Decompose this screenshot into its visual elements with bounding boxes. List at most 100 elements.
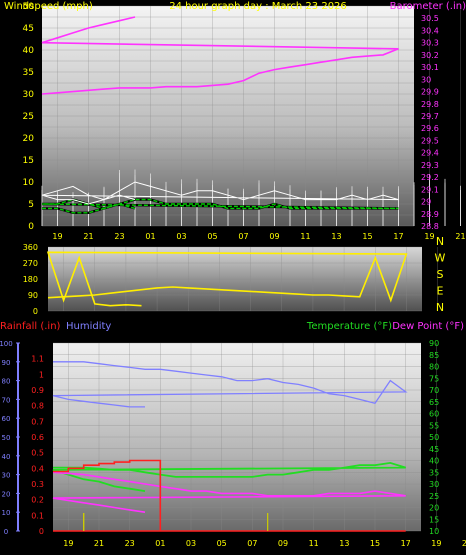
humidity-axis-title: Humidity [66, 321, 111, 332]
temperature-axis-title: Temperature (°F) [306, 321, 392, 332]
direction-compass-label: E [437, 285, 444, 298]
barometer-y-tick-label: 30.1 [421, 63, 439, 72]
rainfall-y-tick-label: 0.8 [31, 402, 44, 411]
wind-x-tick-label: 07 [238, 232, 248, 241]
temperature-y-tick-label: 55 [429, 421, 439, 430]
rainfall-y-tick-label: 1.1 [31, 355, 44, 364]
temperature-y-tick-label: 30 [429, 480, 439, 489]
wind-y-tick-label: 0 [28, 222, 34, 232]
direction-y-tick-label: 180 [23, 275, 38, 284]
barometer-y-tick-label: 30.5 [421, 14, 439, 23]
barometer-line [41, 16, 399, 95]
rainfall-y-tick-label: 0.4 [31, 464, 44, 473]
chart-title: 24 hour graph day : March 23 2026 [169, 1, 347, 12]
wind-x-tick-label: 11 [300, 232, 310, 241]
direction-compass-label: N [436, 301, 444, 314]
barometer-y-tick-label: 29.1 [421, 185, 439, 194]
rainfall-y-tick-label: 0.2 [31, 496, 44, 505]
temperature-y-tick-label: 45 [429, 445, 439, 454]
temperature-y-tick-label: 85 [429, 351, 439, 360]
rain-x-tick-label: 11 [309, 539, 319, 548]
temperature-y-tick-label: 40 [429, 457, 439, 466]
dewpoint-line [52, 471, 406, 513]
humidity-y-tick-label: 0 [4, 528, 8, 536]
rainfall-axis-title: Rainfall (.in) [0, 321, 61, 332]
wind-axis-title: Windspeed (mph) [4, 1, 93, 12]
humidity-y-tick-label: 30 [2, 472, 11, 480]
rainfall-y-tick-label: 0.7 [31, 417, 44, 426]
rainfall-y-tick-label: 0.5 [31, 449, 44, 458]
temperature-y-tick-label: 50 [429, 433, 439, 442]
direction-compass-label: S [437, 268, 444, 281]
temperature-y-tick-label: 75 [429, 374, 439, 383]
wind-x-tick-label: 03 [176, 232, 186, 241]
temperature-y-tick-label: 25 [429, 492, 439, 501]
wind-y-tick-label: 45 [23, 24, 34, 34]
wind-y-tick-label: 5 [28, 200, 34, 210]
barometer-y-tick-label: 28.8 [421, 222, 439, 231]
wind-x-tick-label: 21 [83, 232, 93, 241]
rainfall-y-tick-label: 1 [39, 370, 44, 379]
humidity-y-tick-label: 20 [2, 490, 11, 498]
wind-x-tick-label: 19 [424, 232, 434, 241]
rain-x-tick-label: 01 [155, 539, 165, 548]
humidity-y-tick-label: 50 [2, 434, 11, 442]
temperature-y-tick-label: 60 [429, 410, 439, 419]
temperature-y-tick-label: 65 [429, 398, 439, 407]
wind-x-tick-label: 13 [331, 232, 341, 241]
rainfall-line [53, 459, 406, 532]
wind-direction-line [46, 251, 408, 307]
rainfall-y-tick-label: 0.1 [31, 511, 44, 520]
wind-x-tick-label: 17 [393, 232, 403, 241]
barometer-y-tick-label: 29.6 [421, 124, 439, 133]
direction-y-tick-label: 360 [23, 243, 38, 252]
rain-x-tick-label: 15 [370, 539, 380, 548]
temperature-y-tick-label: 90 [429, 339, 439, 348]
direction-compass-label: N [436, 235, 444, 248]
barometer-y-tick-label: 30 [421, 75, 431, 84]
direction-y-tick-label: 270 [23, 259, 38, 268]
temperature-line [52, 461, 406, 492]
barometer-y-tick-label: 29.4 [421, 149, 439, 158]
dewpoint-axis-title: Dew Point (°F) [392, 321, 464, 332]
wind-x-tick-label: 09 [269, 232, 279, 241]
wind-y-tick-label: 30 [23, 90, 35, 100]
temperature-y-tick-label: 35 [429, 468, 439, 477]
direction-y-tick-label: 90 [28, 291, 38, 300]
direction-compass-label: W [435, 252, 446, 265]
rain-x-tick-label: 23 [125, 539, 135, 548]
humidity-y-tick-label: 40 [2, 453, 11, 461]
wind-y-tick-label: 10 [23, 178, 35, 188]
barometer-y-tick-label: 29.9 [421, 88, 439, 97]
wind-y-tick-label: 35 [23, 68, 34, 78]
barometer-y-tick-label: 29.7 [421, 112, 439, 121]
wind-x-tick-label: 23 [114, 232, 124, 241]
rain-x-tick-label: 05 [217, 539, 227, 548]
rain-x-tick-label: 21 [94, 539, 104, 548]
rain-x-tick-label: 07 [247, 539, 257, 548]
barometer-y-tick-label: 29.8 [421, 100, 439, 109]
rain-x-tick-label: 09 [278, 539, 288, 548]
temperature-y-tick-label: 20 [429, 504, 439, 513]
wind-y-tick-label: 20 [23, 134, 35, 144]
windspeed-line [41, 181, 399, 205]
humidity-y-tick-label: 90 [2, 359, 11, 367]
barometer-y-tick-label: 29.5 [421, 136, 439, 145]
humidity-y-tick-label: 100 [0, 340, 13, 348]
rain-x-tick-label: 19 [63, 539, 73, 548]
wind-x-tick-label: 21 [455, 232, 465, 241]
barometer-y-tick-label: 29 [421, 198, 431, 207]
barometer-y-tick-label: 30.2 [421, 51, 439, 60]
wind-y-tick-label: 40 [23, 46, 35, 56]
rain-x-tick-label: 21 [462, 539, 466, 548]
barometer-y-tick-label: 30.3 [421, 39, 439, 48]
barometer-y-tick-label: 28.9 [421, 210, 439, 219]
rainfall-y-tick-label: 0 [39, 527, 44, 536]
temperature-y-tick-label: 15 [429, 515, 439, 524]
temperature-y-tick-label: 10 [429, 527, 439, 536]
barometer-y-tick-label: 30.4 [421, 26, 439, 35]
wind-x-tick-label: 15 [362, 232, 372, 241]
rainfall-y-tick-label: 0.9 [31, 386, 44, 395]
wind-x-tick-label: 19 [52, 232, 62, 241]
wind-y-tick-label: 25 [23, 112, 34, 122]
